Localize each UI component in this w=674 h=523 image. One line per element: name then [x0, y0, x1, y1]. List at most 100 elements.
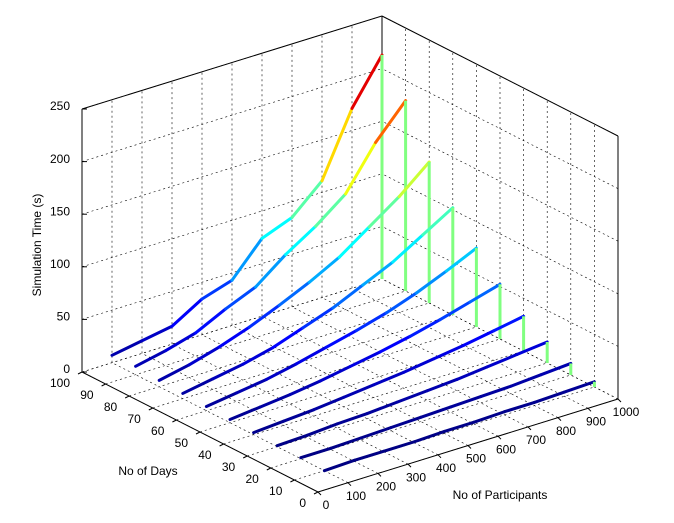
tick-mark [317, 491, 322, 496]
data-line-segment [228, 405, 262, 422]
data-line-segment [337, 225, 371, 259]
data-line-segment [539, 361, 573, 377]
data-line-segment [200, 278, 234, 301]
tick-mark [101, 383, 106, 387]
data-line-segment [284, 224, 318, 257]
data-line-segment [350, 53, 384, 110]
data-line-segment [425, 377, 459, 393]
data-line-segment [352, 449, 386, 462]
data-line-segment [224, 285, 258, 311]
tick-mark [290, 479, 295, 483]
data-line-segment [342, 383, 376, 399]
grid-line [171, 343, 409, 465]
tick-mark [195, 431, 201, 435]
grid-line [81, 278, 383, 373]
grid-line [111, 362, 349, 483]
y-tick-label: 50 [175, 436, 189, 450]
tick-mark [124, 395, 130, 399]
grid-line [81, 226, 383, 320]
y-tick-label: 0 [299, 496, 306, 510]
grid-line [81, 120, 383, 215]
grid-line [381, 68, 619, 189]
grid-line [381, 120, 619, 242]
y-tick-label: 20 [245, 472, 259, 486]
data-line-segment [344, 141, 378, 196]
x-tick-label: 0 [323, 498, 330, 512]
data-line-segment [509, 373, 543, 388]
z-tick-label: 250 [50, 99, 70, 113]
data-line-segment [170, 297, 204, 328]
data-line-segment [397, 160, 431, 199]
z-axis-label: Simulation Time (s) [30, 194, 44, 297]
data-line-segment [412, 429, 446, 444]
tick-mark [497, 435, 502, 440]
data-line-segment [181, 377, 215, 395]
tick-mark [407, 463, 412, 468]
tick-mark [587, 407, 592, 412]
data-line-segment [329, 436, 363, 450]
data-line-segment [134, 349, 168, 368]
grid-line [141, 353, 379, 474]
data-line-segment [367, 195, 401, 229]
data-line-segment [301, 306, 335, 330]
tick-mark [347, 482, 352, 487]
data-line-segment [414, 269, 448, 295]
data-line-segment [294, 345, 328, 366]
y-tick-label: 60 [151, 424, 165, 438]
data-line-segment [314, 192, 348, 228]
data-line-segment [438, 300, 472, 322]
data-line-segment [395, 389, 429, 404]
y-axis-label: No of Days [118, 464, 177, 478]
tick-mark [148, 407, 154, 411]
data-line-segment [217, 325, 251, 349]
data-line-segment [421, 206, 455, 237]
grid-line [294, 386, 595, 481]
data-line-segment [299, 446, 333, 460]
data-line-segment [275, 433, 309, 448]
tick-mark [266, 467, 272, 471]
x-tick-label: 500 [466, 452, 486, 466]
tick-mark [242, 455, 248, 459]
data-line-segment [252, 419, 286, 435]
data-line-segment [384, 291, 418, 315]
x-axis-label: No of Participants [453, 488, 548, 502]
y-tick-label: 70 [127, 412, 141, 426]
data-line-segment [260, 215, 294, 240]
data-line-segment [194, 307, 228, 335]
tick-mark [557, 417, 562, 421]
data-line-segment [211, 362, 245, 381]
data-line-segment [307, 255, 341, 284]
data-line-segment [402, 357, 436, 374]
tick-mark [437, 454, 442, 459]
data-line-segment [389, 415, 423, 430]
data-line-segment [442, 420, 476, 433]
data-line-segment [455, 365, 489, 381]
data-line-segment [331, 283, 365, 310]
tick-mark [219, 443, 224, 447]
data-line-segment [408, 318, 442, 338]
data-line-segment [320, 106, 354, 183]
y-tick-label: 40 [198, 448, 212, 462]
grid-line [261, 315, 499, 437]
tick-mark [172, 419, 177, 423]
tick-mark [77, 371, 83, 375]
grid-line [321, 297, 559, 418]
data-line-segment [391, 233, 425, 264]
data-line-segment [449, 395, 483, 409]
data-line-segment [290, 179, 324, 219]
data-line-segment [318, 365, 352, 383]
x-tick-label: 600 [496, 442, 516, 456]
x-tick-label: 400 [436, 461, 456, 475]
data-line-segment [241, 346, 275, 366]
data-line-segment [378, 334, 412, 354]
grid-line [291, 306, 529, 428]
data-line-segment [515, 340, 549, 356]
x-tick-label: 900 [586, 414, 606, 428]
data-line-segment [305, 422, 339, 437]
data-line-segment [234, 377, 268, 395]
box-edge [381, 15, 619, 137]
data-line-segment [157, 363, 191, 382]
data-line-segment [187, 345, 221, 367]
data-line-segment [502, 400, 536, 414]
